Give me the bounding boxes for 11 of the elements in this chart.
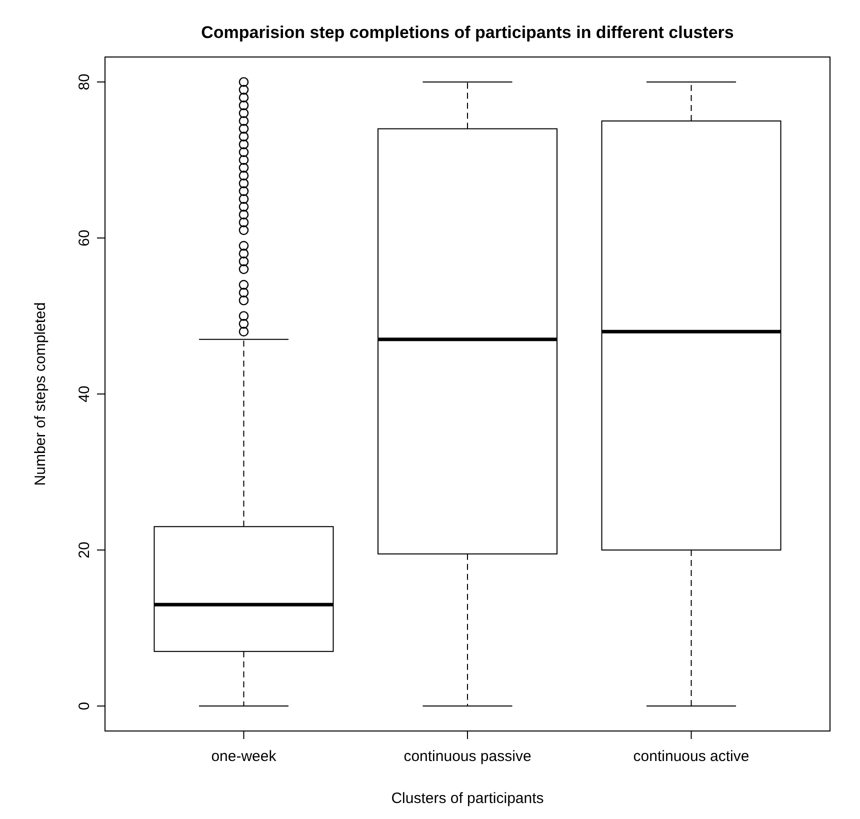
- y-tick-label: 60: [76, 230, 93, 246]
- chart-title: Comparision step completions of participants in different clusters: [201, 23, 734, 42]
- x-axis-title: Clusters of participants: [391, 790, 544, 807]
- y-tick-label: 80: [76, 74, 93, 90]
- x-tick-label: continuous active: [633, 748, 750, 765]
- x-tick-label: continuous passive: [404, 748, 532, 765]
- y-axis-title: Number of steps completed: [32, 302, 49, 486]
- y-tick-label: 40: [76, 386, 93, 402]
- x-tick-label: one-week: [211, 748, 277, 765]
- y-tick-label: 20: [76, 542, 93, 558]
- y-tick-label: 0: [76, 702, 93, 710]
